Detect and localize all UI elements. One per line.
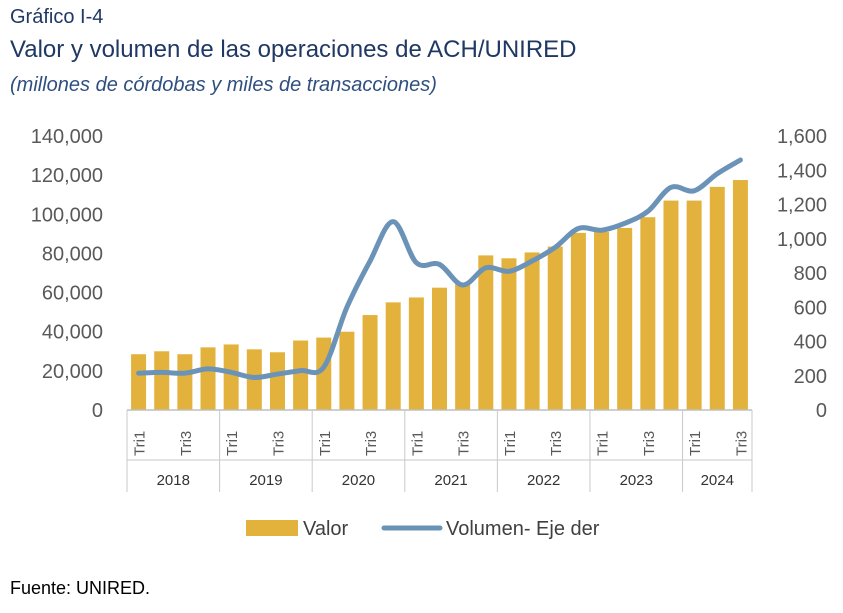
bar [362,315,378,410]
x-tick-label: Tri1 [317,431,334,456]
bar [293,340,309,410]
bar [547,246,563,410]
year-label: 2020 [342,472,375,489]
y-left-tick-label: 60,000 [42,283,103,305]
bar [455,282,471,410]
y-right-tick-label: 800 [794,263,827,285]
x-tick-label: Tri3 [733,431,750,456]
bar [478,255,494,410]
y-left-tick-label: 40,000 [42,322,103,344]
bar [177,354,193,410]
year-label: 2019 [249,472,282,489]
bar [432,287,447,410]
bar [686,200,702,410]
chart-subtitle: (millones de córdobas y miles de transac… [10,74,437,96]
bar [200,347,216,410]
y-right-tick-label: 1,600 [777,126,827,148]
legend-label-volumen: Volumen- Eje der [446,518,600,540]
x-tick-label: Tri3 [178,431,195,456]
x-tick-label: Tri1 [595,431,612,456]
bar [408,297,424,410]
x-tick-label: Tri3 [270,431,287,456]
bar [594,231,610,410]
y-right-tick-label: 400 [794,332,827,354]
bar [501,258,517,410]
x-tick-label: Tri3 [456,431,473,456]
y-left-tick-label: 80,000 [42,243,103,265]
bar [524,252,540,410]
y-left-tick-label: 140,000 [31,126,103,148]
bar [732,180,748,410]
year-label: 2022 [527,472,560,489]
y-left-tick-label: 100,000 [31,204,103,226]
y-left-tick-label: 20,000 [42,361,103,383]
y-left-tick-label: 0 [92,400,103,422]
y-left-tick-label: 120,000 [31,165,103,187]
year-label: 2021 [434,472,467,489]
bar [663,200,679,410]
y-right-tick-label: 600 [794,297,827,319]
x-tick-label: Tri3 [548,431,565,456]
y-right-tick-label: 200 [794,366,827,388]
y-right-tick-label: 1,200 [777,195,827,217]
x-tick-label: Tri1 [409,431,426,456]
figure-label: Gráfico I-4 [10,6,104,28]
x-tick-label: Tri1 [132,431,149,456]
x-tick-label: Tri1 [224,431,241,456]
bar [339,331,355,410]
volume-line [136,157,743,380]
legend-swatch-valor [246,520,298,536]
y-right-tick-label: 0 [816,400,827,422]
bar [269,352,285,410]
chart-title: Valor y volumen de las operaciones de AC… [10,36,577,63]
x-tick-label: Tri3 [641,431,658,456]
y-right-tick-label: 1,400 [777,160,827,182]
bar [640,217,656,410]
bar [131,354,147,410]
bar [154,351,170,410]
y-right-tick-label: 1,000 [777,229,827,251]
year-label: 2024 [701,472,734,489]
x-tick-label: Tri1 [502,431,519,456]
bar [223,344,239,410]
year-label: 2018 [157,472,190,489]
bar [709,186,725,410]
legend-label-valor: Valor [303,518,349,540]
bar [385,302,401,410]
bar [617,227,633,410]
x-tick-label: Tri1 [687,431,704,456]
bar [570,232,586,410]
year-label: 2023 [620,472,653,489]
source-note: Fuente: UNIRED. [10,578,151,598]
x-tick-label: Tri3 [363,431,380,456]
